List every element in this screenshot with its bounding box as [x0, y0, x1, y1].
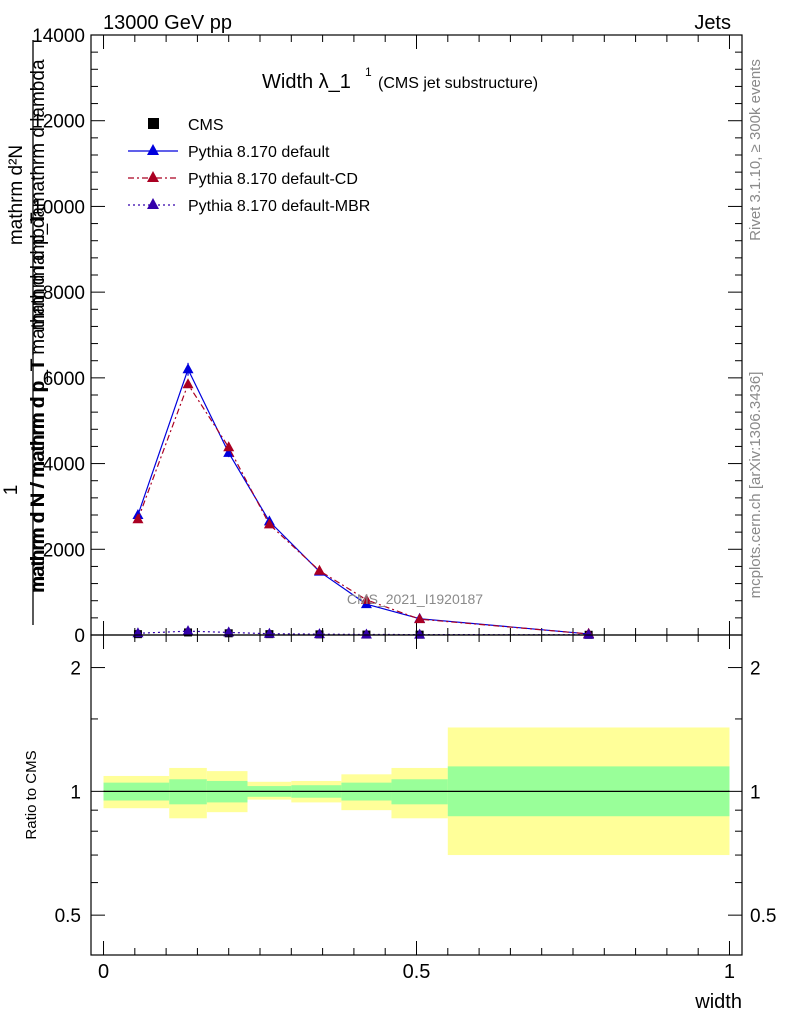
ylabel-overlap: mathrm d N / mathrm d p_T mathrm d lambd…: [28, 207, 49, 594]
series-line-3: [137, 630, 589, 636]
series-marker-2: [263, 518, 275, 529]
x-tick-label: 0.5: [403, 961, 431, 983]
header-left: 13000 GeV pp: [103, 12, 232, 34]
ylabel-factor-num: 1: [1, 485, 22, 496]
chart-subtitle: (CMS jet substructure): [378, 75, 538, 92]
legend-marker: [147, 198, 159, 209]
y-tick-label: 6000: [43, 369, 85, 390]
series-marker-3: [182, 625, 194, 636]
y-tick-label: 8000: [43, 283, 85, 304]
series-marker-2: [132, 513, 144, 524]
chart-title: Width λ_1: [262, 71, 351, 93]
series-marker-1: [182, 363, 194, 374]
ratio-y-tick-label-right: 1: [750, 782, 761, 803]
legend-marker: [147, 171, 159, 182]
main-axes: 0 2000 4000 6000 8000 10000 12000 14000: [32, 26, 742, 647]
ratio-panel: [103, 727, 730, 856]
header-right: Jets: [694, 12, 731, 34]
y-tick-label: 14000: [32, 26, 85, 47]
rivet-label: Rivet 3.1.10, ≥ 300k events: [747, 59, 764, 241]
x-tick-label: 0: [98, 961, 109, 983]
y-tick-label: 10000: [32, 197, 85, 218]
mcplots-label: mcplots.cern.ch [arXiv:1306.3436]: [747, 372, 764, 599]
y-tick-label: 2000: [43, 540, 85, 561]
y-tick-label: 0: [74, 626, 85, 647]
legend-marker: [148, 118, 159, 129]
series-marker-2: [223, 441, 235, 452]
series-line-2: [137, 382, 589, 635]
series-marker-1: [223, 446, 235, 457]
series-marker-3: [583, 628, 595, 639]
main-ylabel: mathrm d²N mathrm d p_T mathrm d lambda …: [1, 40, 49, 625]
ratio-axes: 0.5 0.5 1 1 2 2 0 0.5 1: [55, 635, 776, 983]
x-axis-label: width: [694, 991, 742, 1013]
series-marker-2: [360, 593, 372, 604]
legend: CMS Pythia 8.170 default Pythia 8.170 defa…: [128, 117, 370, 215]
chart-title-sup: 1: [365, 65, 372, 79]
legend-label: Pythia 8.170 default: [188, 144, 330, 161]
ylabel-numerator: mathrm d²N: [6, 145, 27, 245]
ratio-y-tick-label-right: 0.5: [750, 906, 776, 927]
ratio-y-tick-label-right: 2: [750, 659, 761, 680]
series-marker-2: [313, 564, 325, 575]
legend-label: CMS: [188, 117, 224, 134]
y-tick-label: 12000: [32, 112, 85, 133]
legend-label: Pythia 8.170 default-MBR: [188, 198, 370, 215]
series-marker-3: [223, 626, 235, 637]
ratio-y-tick-label: 1: [70, 782, 81, 803]
y-tick-label: 4000: [43, 455, 85, 476]
analysis-watermark: CMS_2021_I1920187: [347, 591, 483, 607]
legend-label: Pythia 8.170 default-CD: [188, 171, 358, 188]
ratio-y-tick-label: 0.5: [55, 906, 81, 927]
series-marker-2: [182, 378, 194, 389]
legend-marker: [147, 144, 159, 155]
ratio-y-tick-label: 2: [70, 659, 81, 680]
series-marker-2: [414, 613, 426, 624]
x-tick-label: 1: [724, 961, 735, 983]
series-marker-3: [360, 628, 372, 639]
ratio-ylabel: Ratio to CMS: [23, 750, 40, 839]
